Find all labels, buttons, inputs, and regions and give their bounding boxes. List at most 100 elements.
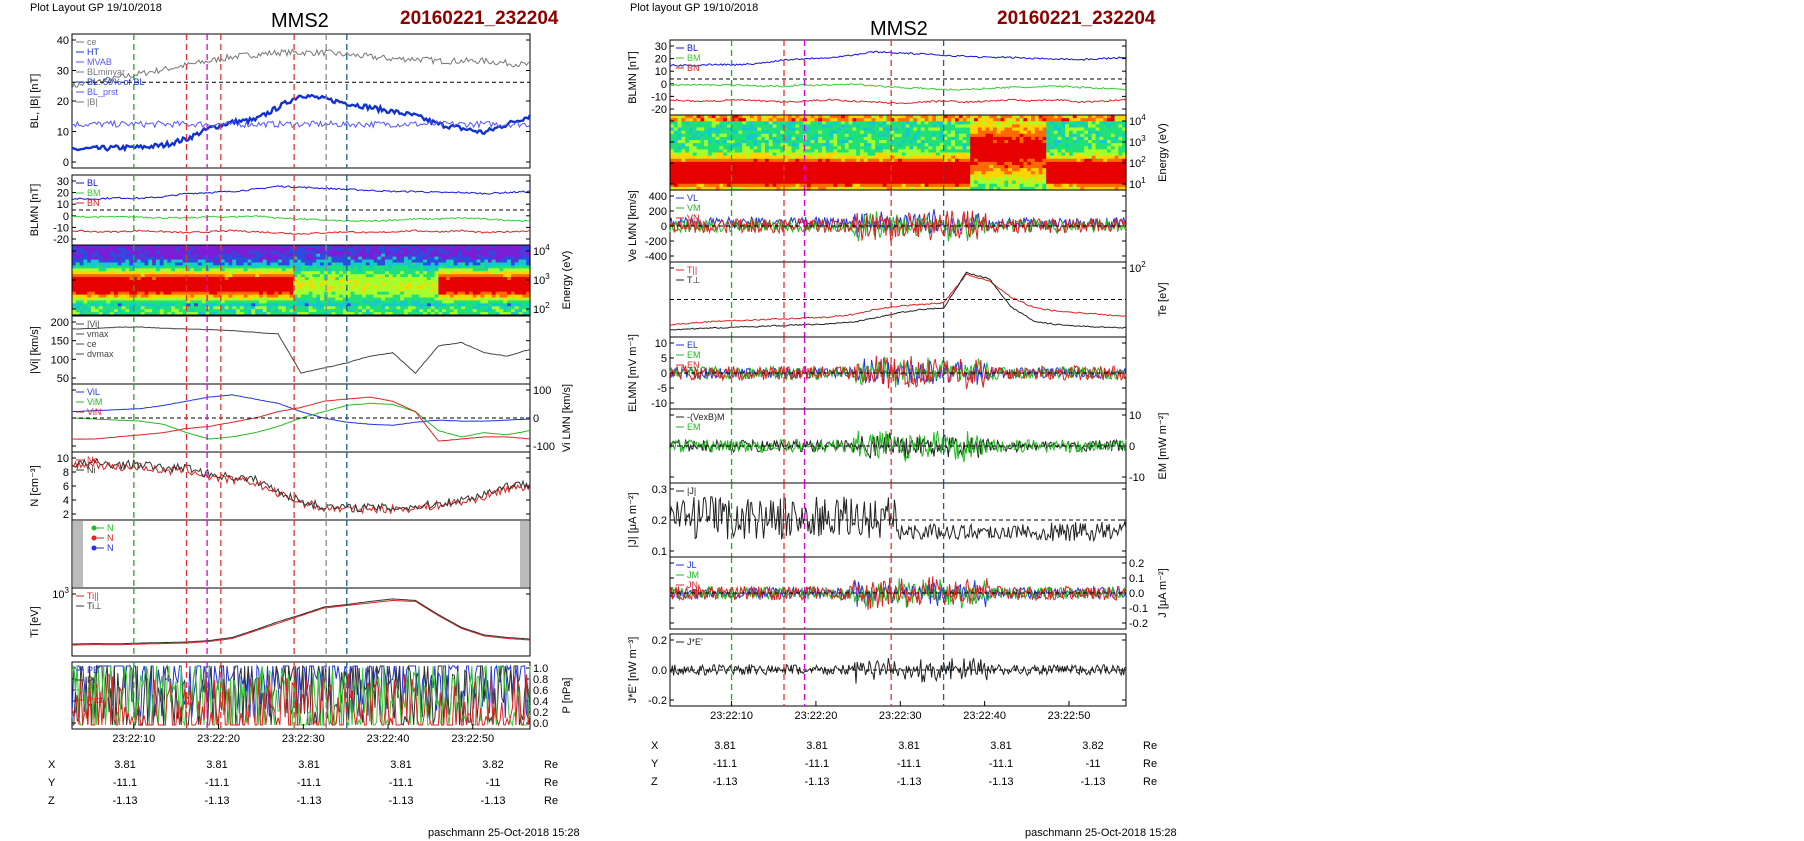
right-electron-spectrogram-heat-cell (867, 118, 872, 122)
right-electron-spectrogram-heat-cell (780, 165, 785, 169)
left-ion-spectrogram-heat-cell (488, 268, 493, 272)
left-ion-spectrogram-heat-cell (491, 297, 497, 302)
left-ion-spectrogram-heat-cell (312, 303, 317, 307)
left-ion-spectrogram-heat-cell (384, 291, 390, 296)
left-ion-spectrogram-heat-cell (301, 277, 306, 281)
right-electron-spectrogram-heat-cell (700, 130, 705, 135)
left-ion-spectrogram-heat-cell (400, 262, 405, 267)
left-ion-spectrogram-heat-cell (488, 306, 493, 310)
right-electron-spectrogram-heat-cell (848, 165, 853, 169)
left-ion-spectrogram-heat-cell (159, 265, 165, 269)
right-electron-spectrogram-heat-cell (909, 161, 914, 166)
right-electron-spectrogram-heat-cell (844, 165, 850, 169)
left-ion-spectrogram-heat-cell (457, 303, 462, 307)
left-ion-spectrogram-heat-cell (274, 282, 279, 287)
left-ion-spectrogram-heat-cell (110, 271, 115, 275)
left-ion-spectrogram-heat-cell (159, 285, 165, 290)
right-electron-spectrogram-heat-cell (791, 146, 796, 150)
left-ion-spectrogram-heat-cell (102, 300, 107, 304)
left-ion-spectrogram-heat-cell (316, 250, 321, 255)
right-electron-spectrogram-heat-cell (784, 118, 789, 122)
left-ion-spectrogram-heat-cell (510, 280, 516, 284)
left-ion-spectrogram-heat-cell (220, 271, 226, 275)
right-electron-spectrogram-heat-cell (780, 152, 785, 157)
right-electron-spectrogram-heat-cell (772, 121, 777, 125)
left-ion-spectrogram-heat-cell (514, 297, 520, 302)
right-electron-spectrogram-heat-cell (943, 124, 948, 129)
right-electron-spectrogram-heat-cell (814, 165, 819, 169)
left-ion-spectrogram-heat-cell (182, 303, 188, 307)
left-ion-spectrogram-heat-cell (346, 247, 352, 252)
left-ion-spectrogram-heat-cell (472, 259, 478, 264)
right-electron-spectrogram-heat-cell (947, 183, 952, 188)
right-electron-spectrogram-heat-cell (848, 118, 853, 122)
left-ion-spectrogram-heat-cell (335, 274, 340, 278)
right-electron-spectrogram-heat-cell (905, 133, 910, 138)
right-electron-spectrogram-heat-cell (803, 158, 808, 163)
left-absVi-legend-entry: |Vi| (87, 319, 100, 329)
right-electron-spectrogram-heat-cell (711, 177, 717, 182)
right-electron-spectrogram-heat-cell (829, 115, 834, 119)
left-ion-spectrogram-heat-cell (136, 253, 142, 258)
left-ion-spectrogram-heat-cell (129, 297, 134, 302)
left-ion-spectrogram-heat-cell (125, 291, 130, 296)
left-ion-spectrogram-heat-cell (155, 268, 161, 272)
left-ViLMN-axis-label: Vi LMN [km/s] (561, 384, 573, 452)
left-ion-spectrogram-heat-cell (79, 259, 85, 264)
left-ion-spectrogram-heat-cell (262, 297, 268, 302)
left-ion-spectrogram-heat-cell (472, 274, 478, 278)
right-electron-spectrogram-heat-cell (901, 155, 907, 160)
right-electron-spectrogram-heat-cell (692, 171, 698, 175)
right-electron-spectrogram-heat-cell (784, 136, 789, 141)
left-ion-spectrogram-heat-cell (415, 247, 420, 252)
left-ion-spectrogram-heat-cell (369, 277, 375, 281)
left-ion-spectrogram-heat-cell (133, 303, 138, 307)
right-electron-spectrogram-heat-cell (898, 136, 903, 141)
left-ion-spectrogram-heat-cell (133, 300, 138, 304)
right-electron-spectrogram-heat-cell (890, 165, 895, 169)
left-ion-spectrogram-heat-cell (228, 256, 233, 261)
left-ion-spectrogram-heat-cell (316, 309, 321, 313)
left-ion-spectrogram-heat-cell (316, 247, 321, 252)
right-electron-spectrogram-heat-cell (939, 124, 945, 129)
right-electron-spectrogram-heat-cell (787, 146, 793, 150)
left-ion-spectrogram-heat-cell (255, 247, 260, 252)
right-electron-spectrogram-heat-cell (742, 183, 747, 188)
left-ion-spectrogram-heat-cell (522, 280, 527, 284)
left-ion-spectrogram-heat-cell (281, 282, 287, 287)
right-electron-spectrogram-heat-cell (844, 186, 850, 191)
left-ion-spectrogram-heat-cell (205, 300, 210, 304)
left-density-axis-label: N [cm⁻³] (29, 465, 41, 506)
right-electron-spectrogram-heat-cell (814, 152, 819, 157)
right-electron-spectrogram-heat-cell (886, 115, 891, 119)
left-ion-spectrogram-heat-cell (236, 277, 241, 281)
left-ion-spectrogram-heat-cell (144, 306, 149, 310)
left-ion-spectrogram-heat-cell (419, 285, 424, 290)
right-electron-spectrogram-heat-cell (890, 124, 895, 129)
left-ion-spectrogram-heat-cell (392, 271, 398, 275)
right-electron-spectrogram-heat-cell (746, 130, 751, 135)
right-electron-spectrogram-heat-cell (761, 121, 766, 125)
left-ion-spectrogram-heat-cell (236, 274, 241, 278)
right-electron-spectrogram-heat-cell (753, 186, 758, 191)
right-electron-spectrogram-heat-cell (936, 183, 941, 188)
left-ion-spectrogram-heat-cell (91, 288, 96, 293)
left-ion-spectrogram-heat-cell (278, 291, 283, 296)
right-electron-spectrogram-heat-cell (939, 174, 945, 179)
left-ion-spectrogram-heat-cell (373, 312, 378, 316)
left-ion-spectrogram-heat-cell (102, 253, 107, 258)
right-electron-spectrogram-heat-cell (905, 168, 910, 172)
right-electron-spectrogram-heat-cell (894, 136, 899, 141)
left-ion-spectrogram-heat-cell (144, 288, 149, 293)
left-ion-spectrogram-heat-cell (346, 250, 352, 255)
left-ion-spectrogram-heat-cell (510, 297, 516, 302)
right-electron-spectrogram-heat-cell (730, 124, 736, 129)
left-ion-spectrogram-heat-cell (274, 271, 279, 275)
left-ion-spectrogram-heat-cell (129, 274, 134, 278)
left-ion-spectrogram-heat-cell (480, 268, 485, 272)
right-electron-spectrogram-heat-cell (898, 174, 903, 179)
left-ion-spectrogram-heat-cell (274, 288, 279, 293)
left-ion-spectrogram-heat-cell (274, 297, 279, 302)
left-ion-spectrogram-heat-cell (461, 250, 466, 255)
